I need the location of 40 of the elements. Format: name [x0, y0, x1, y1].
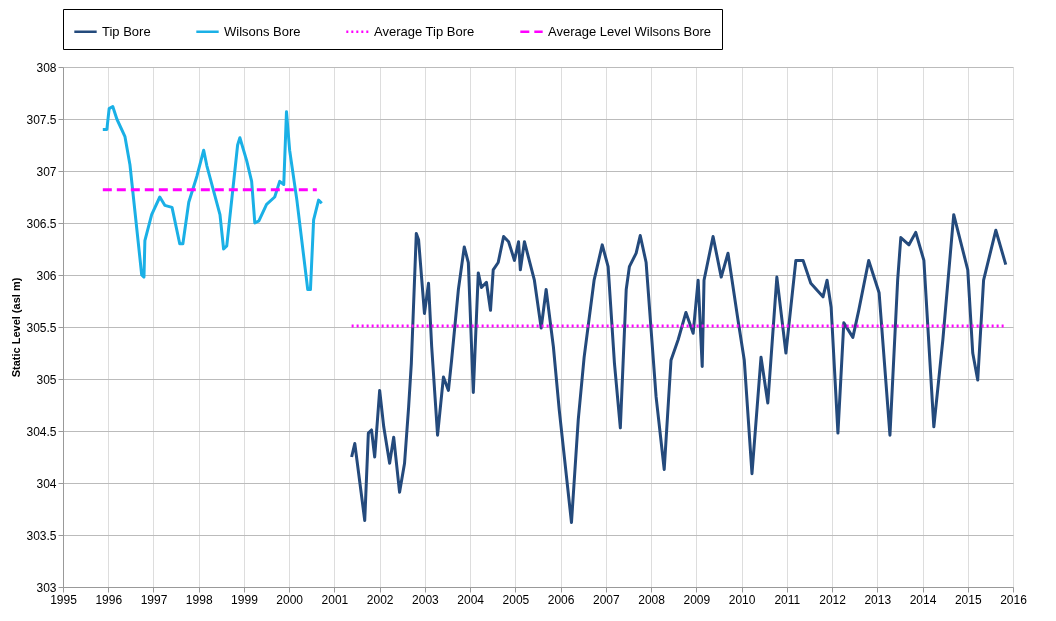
- x-tick-label: 1995: [50, 592, 78, 607]
- y-tick-label: 307: [36, 164, 57, 179]
- x-tick-label: 2011: [774, 592, 801, 607]
- y-tick-label: 306.5: [26, 216, 57, 231]
- x-tick-label: 2000: [276, 592, 304, 607]
- x-tick-label: 2004: [457, 592, 485, 607]
- x-tick-label: 2016: [1000, 592, 1028, 607]
- x-tick-label: 2012: [819, 592, 847, 607]
- x-tick-label: 1999: [231, 592, 259, 607]
- legend-label: Wilsons Bore: [224, 23, 301, 39]
- x-tick-label: 2002: [366, 592, 394, 607]
- y-tick-label: 308: [36, 60, 57, 75]
- y-tick-label: 306: [36, 268, 57, 283]
- x-tick-label: 2006: [547, 592, 575, 607]
- y-axis-title: Static Level (asl m): [10, 277, 23, 378]
- line-series: [350, 213, 1008, 525]
- x-tick-label: 1998: [185, 592, 213, 607]
- x-tick-label: 2008: [638, 592, 666, 607]
- x-tick-label: 2013: [864, 592, 892, 607]
- x-tick-label: 2007: [593, 592, 621, 607]
- legend-label: Average Level Wilsons Bore: [548, 23, 712, 39]
- x-tick-label: 2003: [412, 592, 440, 607]
- y-tick-label: 303: [36, 580, 57, 595]
- y-tick-label: 307.5: [26, 112, 57, 127]
- y-tick-label: 305.5: [26, 320, 57, 335]
- y-tick-label: 304.5: [26, 424, 57, 439]
- x-tick-label: 2001: [321, 592, 349, 607]
- x-tick-label: 2014: [909, 592, 937, 607]
- line-series: [101, 105, 324, 292]
- y-tick-label: 305: [36, 372, 57, 387]
- legend-label: Average Tip Bore: [374, 23, 475, 39]
- x-tick-label: 2005: [502, 592, 530, 607]
- legend-label: Tip Bore: [102, 23, 151, 39]
- y-tick-label: 303.5: [26, 528, 57, 543]
- x-tick-label: 2015: [954, 592, 982, 607]
- y-tick-label: 304: [36, 476, 57, 491]
- x-tick-label: 1996: [95, 592, 123, 607]
- x-tick-label: 2010: [728, 592, 756, 607]
- x-tick-label: 2009: [683, 592, 711, 607]
- x-tick-label: 1997: [140, 592, 168, 607]
